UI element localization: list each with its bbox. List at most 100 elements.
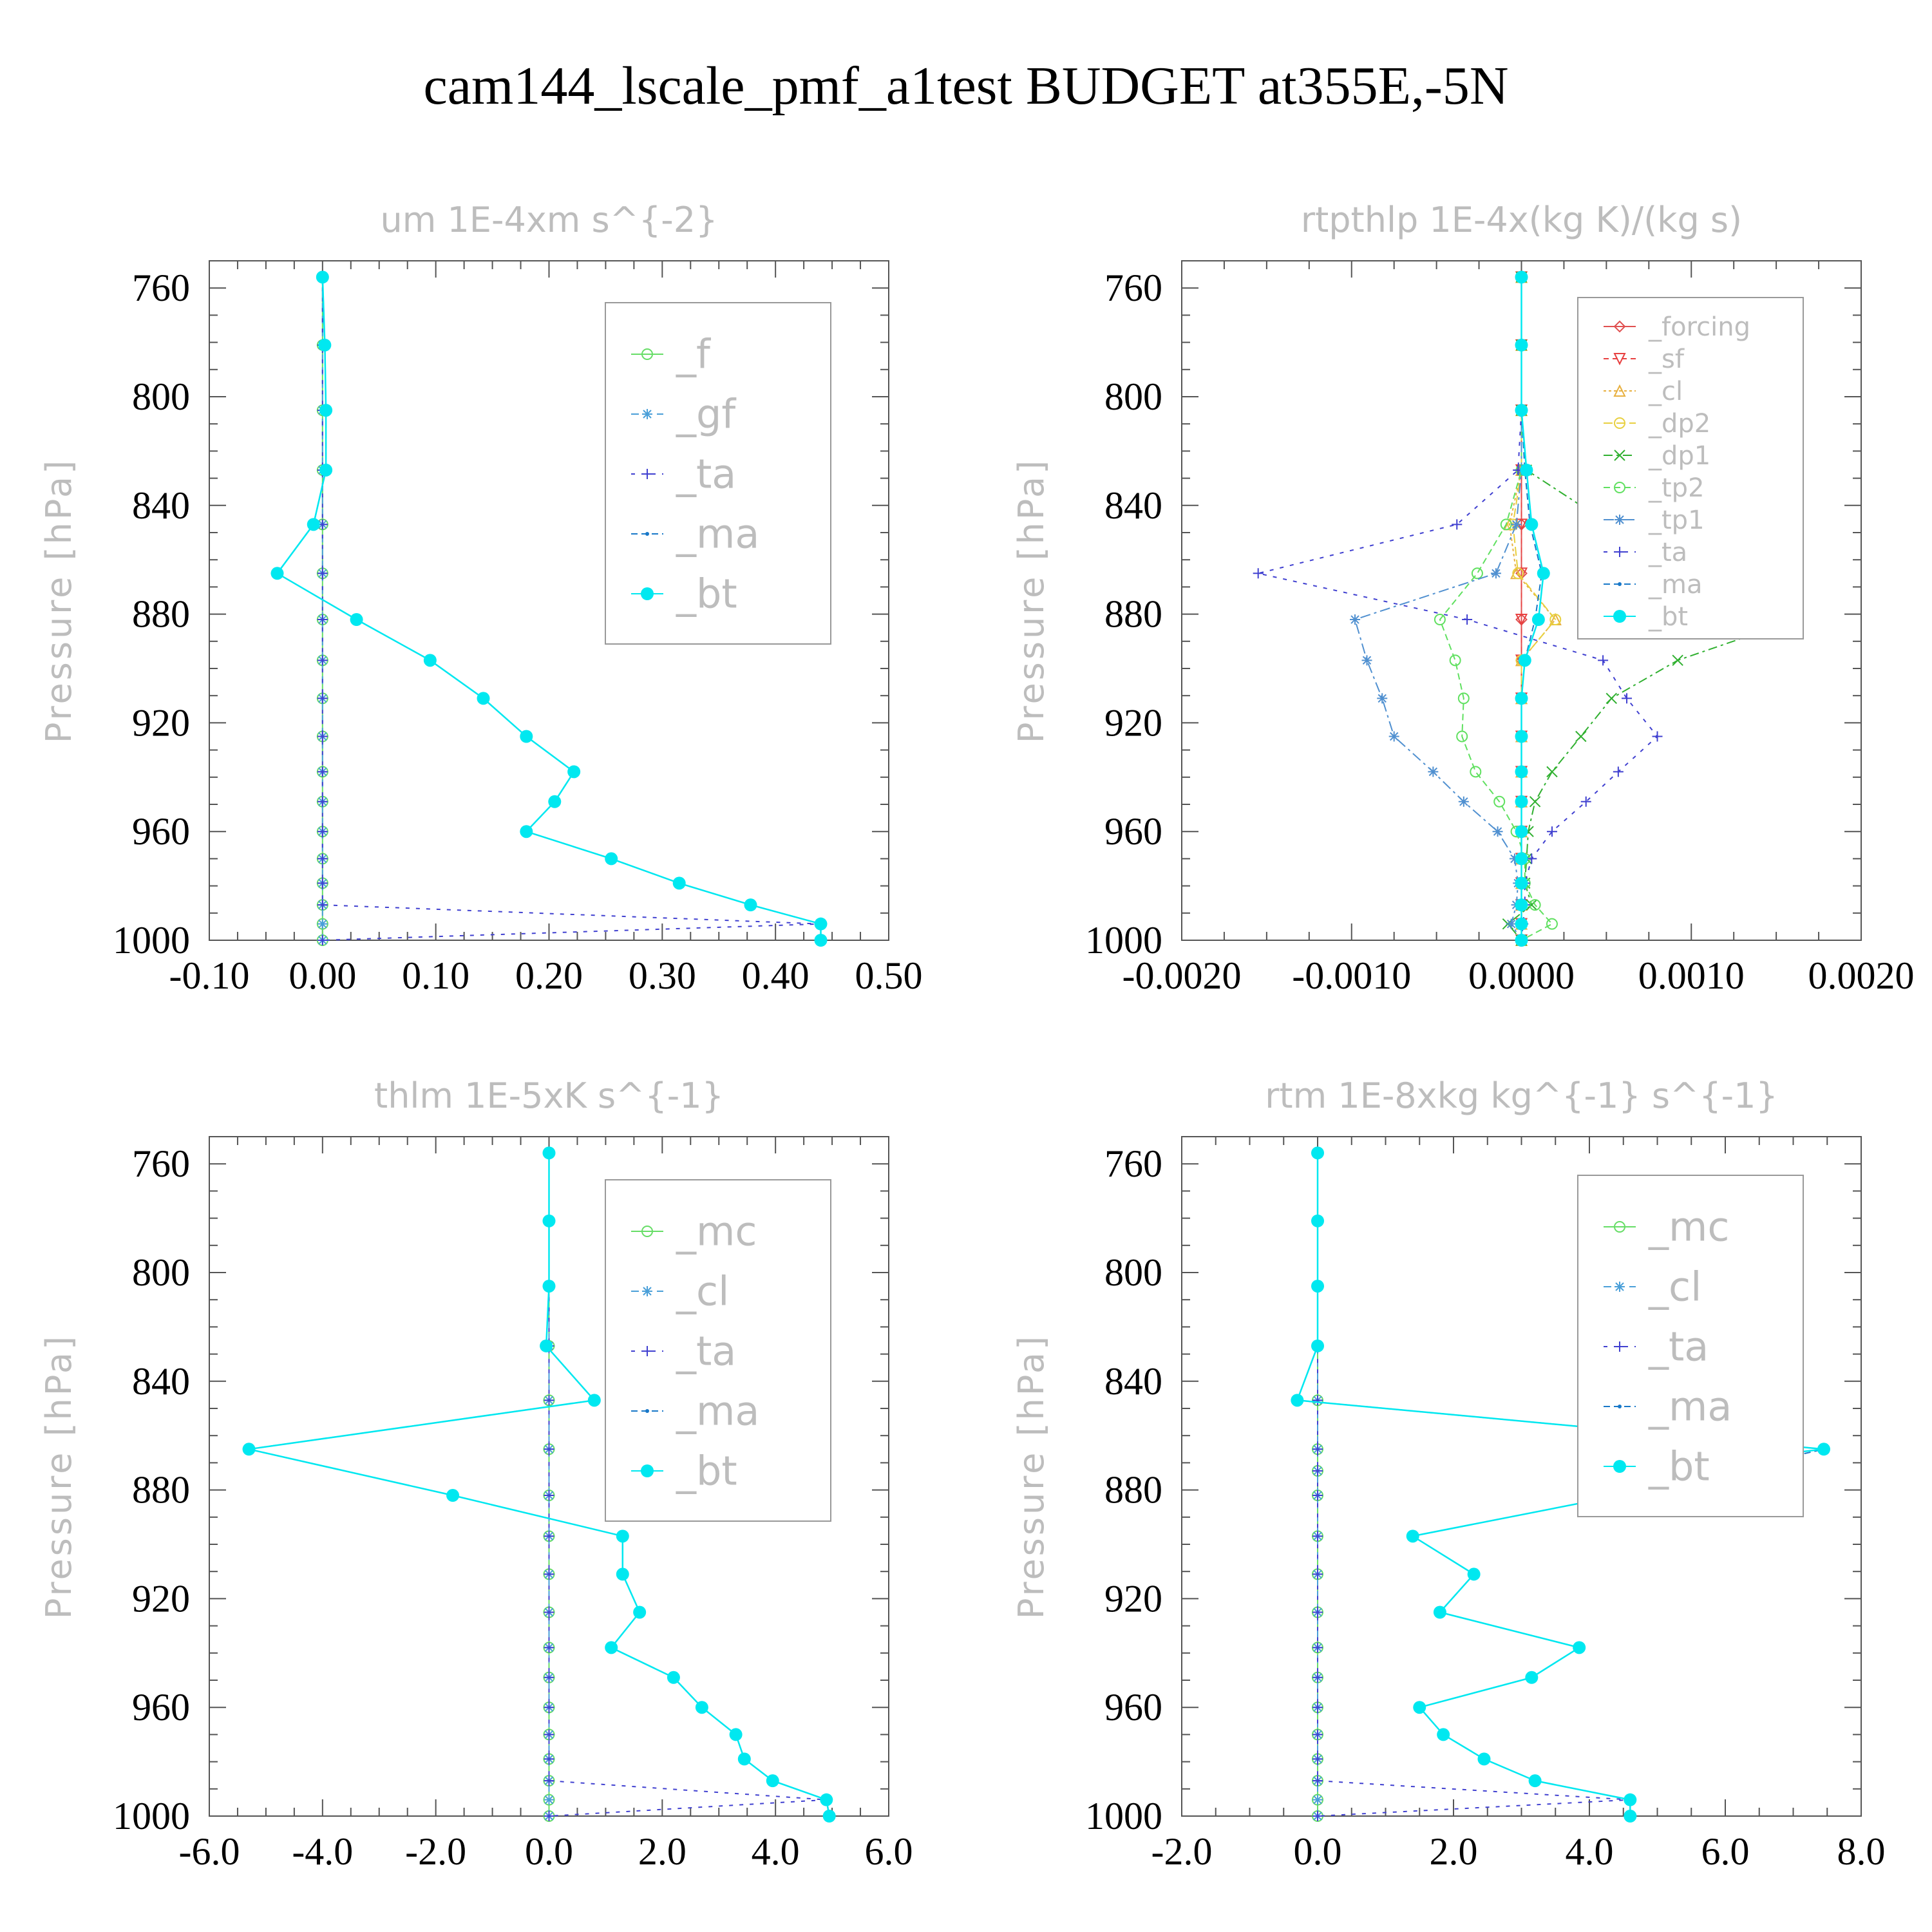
dp1-marker: [1575, 730, 1587, 743]
ta-marker: [317, 935, 328, 945]
tp2-marker: [1471, 567, 1483, 580]
legend-item-mc: _mc: [631, 1208, 757, 1255]
x-tick-label: 0.0020: [1808, 954, 1915, 997]
dp2-marker: [1614, 417, 1625, 429]
panel-title: um 1E-4xm s^{-2}: [381, 200, 718, 240]
legend-label: _bt: [1648, 602, 1688, 632]
bt-marker: [667, 1671, 680, 1684]
mc-marker: [1614, 1221, 1625, 1233]
bt-marker: [744, 898, 757, 912]
tp1-marker: [1506, 918, 1517, 929]
bt-marker: [350, 613, 363, 627]
tp1-marker: [1509, 853, 1520, 864]
y-axis-label: Pressure [hPa]: [1011, 458, 1052, 743]
legend-label: _ta: [676, 1328, 736, 1375]
legend-label: _ma: [1648, 570, 1702, 600]
bt-marker: [616, 1530, 629, 1543]
legend-label: _tp2: [1648, 473, 1705, 503]
y-tick-label: 880: [1104, 593, 1162, 636]
panel-title: rtpthlp 1E-4x(kg K)/(kg s): [1301, 200, 1742, 240]
ta-marker: [1312, 1466, 1323, 1477]
bt-marker: [1311, 1280, 1324, 1293]
bt-marker: [1413, 1701, 1426, 1714]
legend-label: _mc: [1648, 1204, 1729, 1251]
ta-marker: [544, 1642, 554, 1653]
bt-marker: [1515, 898, 1528, 912]
bt-marker: [605, 1641, 618, 1654]
forcing-marker: [1613, 320, 1626, 333]
legend-item-ta: _ta: [631, 451, 736, 498]
legend-item-f: _f: [631, 331, 712, 378]
legend-item-sf: _sf: [1604, 345, 1685, 374]
bt-marker: [1573, 1641, 1586, 1654]
tp1-marker: [1361, 655, 1372, 666]
bt-marker: [1433, 1605, 1446, 1619]
legend-item-dp1: _dp1: [1604, 441, 1710, 471]
x-tick-label: 4.0: [752, 1830, 800, 1873]
legend-item-bt: _bt: [1604, 602, 1688, 632]
ta-marker: [317, 731, 328, 742]
tp1-marker: [1388, 731, 1399, 742]
legend-label: _dp2: [1648, 409, 1710, 439]
tp1-marker: [1490, 568, 1501, 579]
panel-4: rtm 1E-8xkg kg^{-1} s^{-1} Pressure [hPa]…: [1011, 1075, 1886, 1873]
bt-marker: [814, 917, 828, 931]
bt-marker: [1311, 1214, 1324, 1227]
legend-label: _bt: [676, 1448, 737, 1495]
ta-marker: [1312, 1490, 1323, 1501]
legend-label: _gf: [676, 391, 737, 438]
legend-label: _dp1: [1648, 441, 1710, 471]
bt-marker: [633, 1605, 647, 1619]
legend-item-cl: _cl: [1604, 377, 1683, 406]
ta-marker: [1312, 1531, 1323, 1542]
ta-marker: [1652, 731, 1663, 742]
series-tp2: [1434, 271, 1558, 946]
legend-item-forcing: _forcing: [1604, 312, 1750, 342]
ta-marker: [1462, 614, 1473, 625]
ta-marker: [544, 1607, 554, 1618]
tp2-marker: [1546, 918, 1558, 930]
bt-marker: [605, 852, 618, 866]
legend-label: _bt: [1648, 1443, 1710, 1490]
cl_blue-marker: [544, 1794, 554, 1805]
legend-item-cl_blue: _cl: [1604, 1264, 1701, 1311]
dp1-marker: [1529, 796, 1541, 808]
panel-3: thlm 1E-5xK s^{-1} Pressure [hPa] 760 800 84…: [39, 1075, 913, 1873]
bt-marker: [542, 1214, 556, 1227]
legend-item-tp1: _tp1: [1604, 506, 1705, 535]
legend-item-bt: _bt: [631, 1448, 737, 1495]
ta-marker: [642, 1346, 652, 1356]
y-tick-label: 1000: [1085, 1795, 1162, 1837]
y-tick-label: 800: [1104, 375, 1162, 418]
ta-marker: [1312, 1811, 1323, 1821]
tp2-marker: [1493, 795, 1506, 808]
ma-marker: [1618, 582, 1622, 586]
tp1-marker: [1615, 515, 1625, 525]
y-tick-label: 1000: [113, 1795, 190, 1837]
legend-item-ta: _ta: [1604, 538, 1687, 567]
bt-marker: [446, 1489, 460, 1502]
x-tick-label: 0.10: [402, 954, 469, 997]
ta-marker: [317, 878, 328, 889]
legend-item-ta: _ta: [1604, 1323, 1709, 1370]
ta-marker: [544, 1444, 554, 1455]
bt-marker: [548, 795, 562, 808]
legend-label: _forcing: [1648, 312, 1750, 342]
y-tick-label: 840: [1104, 484, 1162, 527]
ta-marker: [317, 693, 328, 704]
ta-marker: [1615, 547, 1625, 557]
bt-marker: [520, 730, 533, 743]
x-tick-label: 4.0: [1566, 1830, 1614, 1873]
bt-marker: [1515, 825, 1528, 838]
y-tick-label: 840: [1104, 1360, 1162, 1403]
legend: _mc _cl _ta _ma _bt: [605, 1179, 831, 1522]
bt-marker: [1520, 463, 1533, 477]
ta-marker: [1312, 1754, 1323, 1765]
bt-marker: [737, 1752, 751, 1766]
series-line-ma: [1520, 277, 1543, 940]
y-tick-label: 920: [1104, 1577, 1162, 1620]
ta-marker: [1312, 1444, 1323, 1455]
tp1-marker: [1377, 693, 1388, 704]
bt-marker: [242, 1443, 256, 1456]
series-tp1: [1350, 272, 1527, 945]
